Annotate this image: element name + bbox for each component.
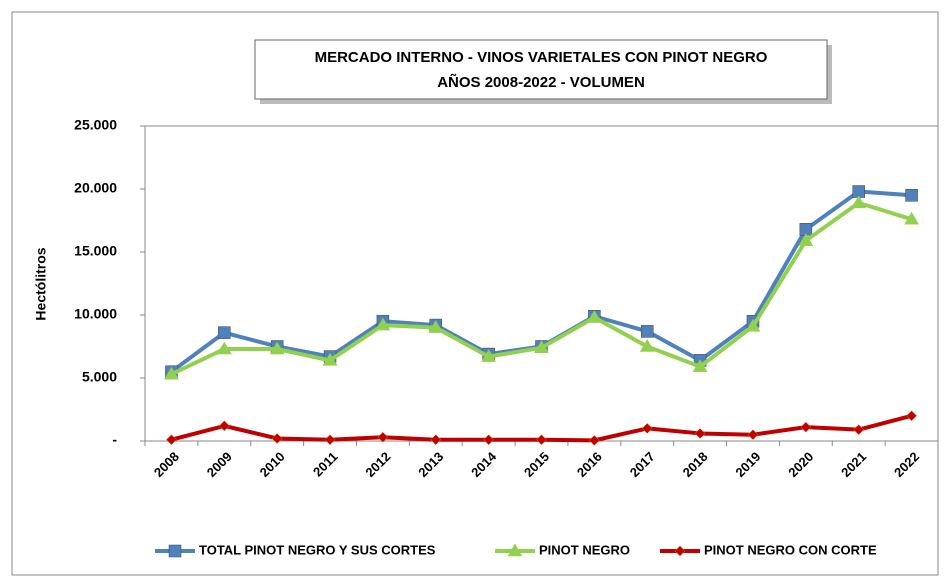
- point: [428, 320, 444, 333]
- legend-label: PINOT NEGRO: [539, 542, 630, 557]
- point: [904, 211, 920, 225]
- y-tick-label: 5.000: [82, 369, 117, 385]
- point: [692, 359, 708, 372]
- y-tick-label: 20.000: [74, 180, 117, 196]
- title-box: [254, 39, 828, 100]
- point: [639, 339, 655, 352]
- point: [800, 421, 812, 433]
- legend-marker: [168, 544, 182, 558]
- legend-label: TOTAL PINOT NEGRO Y SUS CORTES: [199, 542, 436, 557]
- chart-subtitle: AÑOS 2008-2022 - VOLUMEN: [437, 73, 645, 91]
- point: [218, 420, 230, 432]
- point: [536, 434, 547, 446]
- point: [430, 434, 442, 446]
- chart-title: MERCADO INTERNO - VINOS VARIETALES CON P…: [315, 49, 768, 66]
- point: [481, 349, 497, 362]
- point: [166, 434, 177, 446]
- point: [694, 428, 706, 439]
- y-tick-label: 25.000: [74, 117, 117, 133]
- point: [322, 352, 338, 366]
- point: [534, 340, 549, 354]
- y-tick-label: 15.000: [74, 243, 117, 259]
- point: [851, 195, 867, 209]
- point: [218, 326, 231, 339]
- y-tick-label: -: [112, 432, 117, 448]
- legend-label: PINOT NEGRO CON CORTE: [704, 542, 877, 557]
- legend-marker: [674, 545, 686, 557]
- chart-border: [11, 11, 939, 576]
- point: [269, 341, 285, 355]
- point: [745, 318, 761, 332]
- point: [271, 433, 283, 444]
- point: [377, 431, 389, 443]
- point: [853, 424, 865, 436]
- legend-marker: [507, 543, 523, 557]
- point: [586, 310, 602, 323]
- point: [747, 429, 759, 441]
- point: [798, 233, 814, 246]
- point: [640, 325, 654, 338]
- point: [589, 435, 600, 446]
- point: [324, 434, 336, 446]
- point: [641, 423, 653, 434]
- point: [483, 434, 494, 446]
- y-axis-label: Hectólitros: [33, 247, 49, 320]
- point: [163, 366, 179, 380]
- y-tick-label: 10.000: [74, 306, 117, 322]
- point: [375, 317, 391, 331]
- point: [216, 341, 232, 355]
- point: [906, 410, 917, 422]
- point: [905, 189, 918, 202]
